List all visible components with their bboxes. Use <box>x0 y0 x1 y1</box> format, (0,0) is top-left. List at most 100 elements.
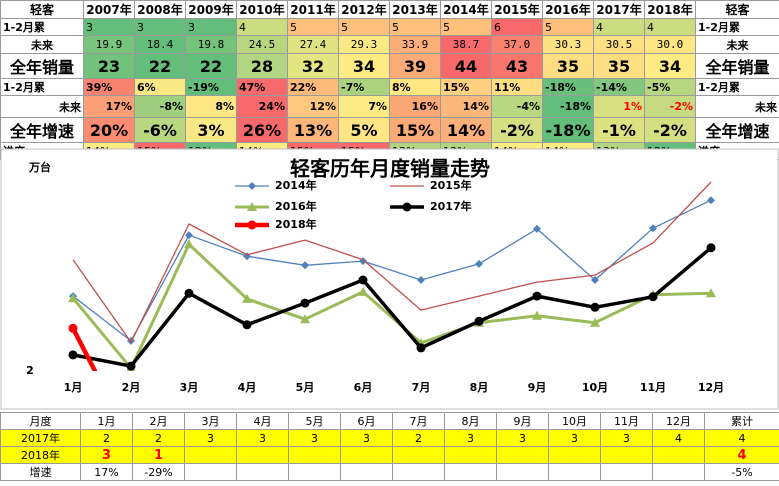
data-cell: -6% <box>134 117 186 143</box>
data-cell: 19.8 <box>185 35 237 54</box>
plot <box>68 181 716 371</box>
data-point <box>358 275 368 285</box>
data-cell: 11% <box>491 78 543 96</box>
row-label: 未来 <box>695 35 779 54</box>
data-point <box>591 276 599 284</box>
data-cell <box>392 463 445 481</box>
legend-marker <box>247 220 257 230</box>
row-label: 未来 <box>695 95 779 118</box>
data-cell: 8% <box>185 95 237 118</box>
data-point <box>475 259 483 268</box>
data-point <box>68 293 78 303</box>
data-cell: 5 <box>389 18 441 36</box>
legend-label: 2018年 <box>275 217 317 231</box>
data-cell: 3 <box>83 18 135 36</box>
data-cell: 32 <box>287 53 339 79</box>
row-label: 2018年 <box>0 446 81 464</box>
data-cell: -18% <box>542 95 594 118</box>
legend-marker <box>402 202 412 212</box>
header-cell: 轻客 <box>695 0 779 19</box>
data-cell: 3 <box>288 429 341 447</box>
data-point <box>706 288 716 298</box>
row: 未来 19.9 18.4 19.8 24.5 27.4 29.3 33.9 38.7 37.0 30… <box>0 35 779 54</box>
data-cell: 14% <box>440 117 492 143</box>
legend-marker <box>247 202 257 211</box>
data-cell: 30.0 <box>644 35 696 54</box>
data-cell: -29% <box>132 463 185 481</box>
header-cell: 10月 <box>548 412 601 430</box>
data-cell: 12% <box>287 95 339 118</box>
data-cell: 16% <box>389 95 441 118</box>
data-cell: -2% <box>644 117 696 143</box>
data-cell <box>340 446 393 464</box>
data-cell: 5% <box>338 117 390 143</box>
data-cell: 3 <box>340 429 393 447</box>
data-point <box>126 361 136 371</box>
x-tick-label: 3月 <box>180 381 199 394</box>
header-cell: 2012年 <box>338 0 390 19</box>
row-label: 1-2月累 <box>695 18 779 36</box>
legend-label: 2015年 <box>430 178 472 192</box>
data-cell: 27.4 <box>287 35 339 54</box>
header-cell: 2013年 <box>389 0 441 19</box>
x-tick-label: 12月 <box>698 381 724 394</box>
row: 全年销量 23 22 22 28 32 34 39 44 43 35 35 34 全年销量 <box>0 53 779 79</box>
data-cell: 8% <box>389 78 441 96</box>
data-cell: -2% <box>644 95 696 118</box>
data-cell: -18% <box>542 117 594 143</box>
data-cell: 17% <box>83 95 135 118</box>
data-cell: 34 <box>644 53 696 79</box>
data-point <box>242 293 252 303</box>
data-cell: 38.7 <box>440 35 492 54</box>
row-label: 全年增速 <box>695 117 779 143</box>
data-cell: 4 <box>652 429 705 447</box>
data-point <box>474 316 484 326</box>
data-point <box>533 224 541 233</box>
x-tick-label: 4月 <box>238 381 257 394</box>
data-cell <box>548 463 601 481</box>
data-point <box>300 314 310 324</box>
header-cell: 2007年 <box>83 0 135 19</box>
data-cell: -4% <box>491 95 543 118</box>
y-axis-label: 万台 <box>28 160 51 174</box>
data-cell <box>392 446 445 464</box>
data-point <box>68 350 78 360</box>
data-cell <box>444 463 497 481</box>
row-label: 全年销量 <box>695 53 779 79</box>
header-row: 月度 1月 2月 3月 4月 5月 6月 7月 8月 9月 10月 11月 12月 累计 <box>0 412 779 430</box>
data-cell: 34 <box>338 53 390 79</box>
header-cell: 12月 <box>652 412 705 430</box>
legend-label: 2016年 <box>275 199 317 213</box>
data-cell: -18% <box>542 78 594 96</box>
data-cell <box>496 446 549 464</box>
data-cell <box>652 463 705 481</box>
header-cell: 9月 <box>496 412 549 430</box>
data-cell: 15% <box>389 117 441 143</box>
x-tick-label: 8月 <box>470 381 489 394</box>
data-cell: 24% <box>236 95 288 118</box>
data-cell <box>340 463 393 481</box>
header-cell: 2009年 <box>185 0 237 19</box>
header-cell: 2016年 <box>542 0 594 19</box>
data-cell: -14% <box>593 78 645 96</box>
data-cell: -1% <box>593 117 645 143</box>
data-cell: 5 <box>338 18 390 36</box>
data-cell <box>600 463 653 481</box>
header-cell: 8月 <box>444 412 497 430</box>
data-point <box>707 196 715 205</box>
row-label: 1-2月累 <box>0 78 84 96</box>
data-cell: 30.5 <box>593 35 645 54</box>
data-cell: 5 <box>287 18 339 36</box>
header-cell: 3月 <box>184 412 237 430</box>
data-point <box>417 276 425 284</box>
data-cell: 13% <box>287 117 339 143</box>
header-cell: 11月 <box>600 412 653 430</box>
data-cell: 17% <box>80 463 133 481</box>
data-point <box>590 302 600 312</box>
data-cell <box>496 463 549 481</box>
data-cell: 39% <box>83 78 135 96</box>
row: 1-2月累 39% 6% -19% 47% 22% -7% 8% 15% 11% -18% -14% -… <box>0 78 779 96</box>
data-cell: 22 <box>134 53 186 79</box>
data-cell: 3 <box>600 429 653 447</box>
